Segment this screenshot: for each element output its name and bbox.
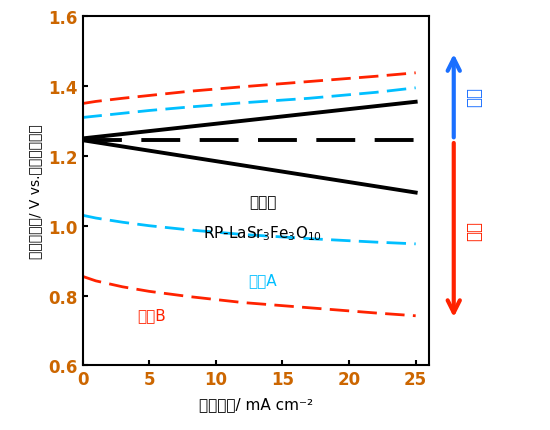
Text: 充電: 充電 bbox=[466, 86, 483, 106]
Text: 触媒B: 触媒B bbox=[138, 307, 166, 322]
Text: 触媒A: 触媒A bbox=[249, 273, 277, 288]
Text: RP-LaSr$_3$Fe$_3$O$_{10}$: RP-LaSr$_3$Fe$_3$O$_{10}$ bbox=[203, 224, 322, 243]
Text: 新触媒: 新触媒 bbox=[249, 194, 276, 209]
X-axis label: 電流密度/ mA cm⁻²: 電流密度/ mA cm⁻² bbox=[199, 396, 313, 412]
Text: 放電: 放電 bbox=[466, 221, 483, 240]
Y-axis label: 空気極電位/ V vs.可逆水素電極: 空気極電位/ V vs.可逆水素電極 bbox=[29, 124, 42, 258]
